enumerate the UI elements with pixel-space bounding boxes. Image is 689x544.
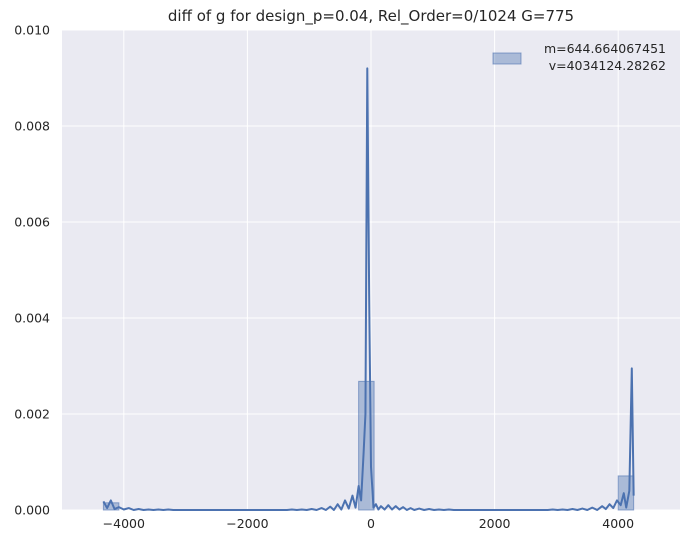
legend-label-variance: v=4034124.28262 [549,58,666,73]
y-tick-label: 0.002 [14,407,50,422]
x-tick-label: −2000 [226,516,268,531]
grid-lines [62,29,680,511]
x-tick-label: 2000 [479,516,511,531]
y-axis-ticks: 0.000 0.002 0.004 0.006 0.008 0.010 [14,23,50,518]
legend-patch [492,52,522,65]
legend: m=644.664067451 v=4034124.28262 [492,41,666,73]
chart-title: diff of g for design_p=0.04, Rel_Order=0… [168,7,574,26]
x-tick-label: −4000 [103,516,145,531]
y-tick-label: 0.008 [14,119,50,134]
x-axis-ticks: −4000 −2000 0 2000 4000 [103,516,635,531]
y-tick-label: 0.000 [14,503,50,518]
y-tick-label: 0.004 [14,311,50,326]
y-tick-label: 0.006 [14,215,50,230]
y-tick-label: 0.010 [14,23,50,38]
legend-label-mean: m=644.664067451 [544,41,666,56]
x-tick-label: 0 [367,516,375,531]
x-tick-label: 4000 [602,516,634,531]
kde-line [102,67,635,511]
